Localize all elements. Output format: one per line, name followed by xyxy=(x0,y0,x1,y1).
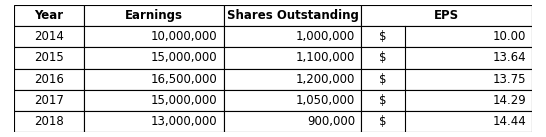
Bar xyxy=(14,5,84,26)
Text: Year: Year xyxy=(34,9,63,22)
Bar xyxy=(224,26,361,48)
Text: 1,000,000: 1,000,000 xyxy=(296,31,355,43)
Bar xyxy=(14,26,84,48)
Bar xyxy=(361,26,532,48)
Bar xyxy=(14,111,84,132)
Bar xyxy=(14,48,84,68)
Text: 2017: 2017 xyxy=(34,94,63,106)
Text: 13.64: 13.64 xyxy=(492,52,526,65)
Bar xyxy=(84,68,224,89)
Text: Earnings: Earnings xyxy=(124,9,183,22)
Text: $: $ xyxy=(379,52,387,65)
Bar xyxy=(361,68,532,89)
Bar xyxy=(14,89,84,111)
Text: EPS: EPS xyxy=(434,9,459,22)
Bar xyxy=(84,89,224,111)
Text: $: $ xyxy=(379,94,387,106)
Text: 2014: 2014 xyxy=(34,31,63,43)
Text: $: $ xyxy=(379,72,387,85)
Text: 900,000: 900,000 xyxy=(307,115,355,128)
Bar xyxy=(361,89,532,111)
Text: 2018: 2018 xyxy=(34,115,63,128)
Text: $: $ xyxy=(379,31,387,43)
Text: 10,000,000: 10,000,000 xyxy=(151,31,217,43)
Bar xyxy=(224,89,361,111)
Bar xyxy=(14,68,84,89)
Bar xyxy=(84,48,224,68)
Bar xyxy=(224,5,361,26)
Text: 16,500,000: 16,500,000 xyxy=(151,72,217,85)
Bar xyxy=(224,48,361,68)
Text: $: $ xyxy=(379,115,387,128)
Text: 15,000,000: 15,000,000 xyxy=(151,52,217,65)
Bar xyxy=(361,5,532,26)
Text: 1,050,000: 1,050,000 xyxy=(296,94,355,106)
Bar xyxy=(224,111,361,132)
Text: 1,100,000: 1,100,000 xyxy=(295,52,355,65)
Text: 15,000,000: 15,000,000 xyxy=(151,94,217,106)
Bar xyxy=(84,5,224,26)
Bar xyxy=(361,48,532,68)
Bar xyxy=(84,111,224,132)
Text: 1,200,000: 1,200,000 xyxy=(295,72,355,85)
Text: 13.75: 13.75 xyxy=(492,72,526,85)
Bar xyxy=(361,111,532,132)
Text: 2015: 2015 xyxy=(34,52,63,65)
Text: 14.44: 14.44 xyxy=(492,115,526,128)
Text: Shares Outstanding: Shares Outstanding xyxy=(227,9,358,22)
Text: 13,000,000: 13,000,000 xyxy=(151,115,217,128)
Text: 14.29: 14.29 xyxy=(492,94,526,106)
Text: 10.00: 10.00 xyxy=(492,31,526,43)
Bar xyxy=(84,26,224,48)
Text: 2016: 2016 xyxy=(34,72,63,85)
Bar xyxy=(224,68,361,89)
